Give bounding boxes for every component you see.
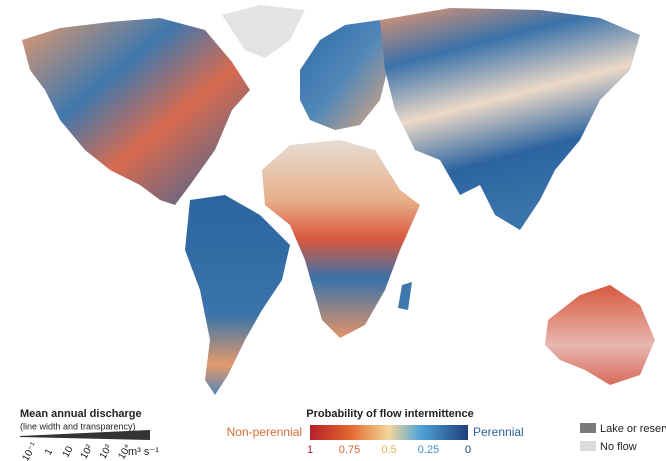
africa — [262, 140, 420, 338]
intermittence-legend: Probability of flow intermittence Non-pe… — [227, 408, 524, 456]
lake-swatch — [580, 423, 596, 433]
continents — [22, 5, 655, 395]
europe — [300, 20, 390, 130]
greenland — [222, 5, 305, 58]
tick-label: 10 — [61, 444, 76, 460]
north-america — [22, 18, 250, 205]
unit-label: m³ s⁻¹ — [128, 446, 159, 458]
legend-subtitle: (line width and transparency) — [20, 421, 136, 431]
tick-label: 0.25 — [418, 444, 439, 456]
legend-item: Lake or reservoir — [600, 423, 666, 435]
tick-label: 1 — [307, 444, 313, 456]
south-america — [185, 195, 290, 395]
tick-label: 0.5 — [381, 444, 396, 456]
asia — [380, 8, 640, 230]
australia — [545, 285, 655, 385]
colorbar — [310, 425, 468, 440]
legend-item: No flow — [600, 441, 637, 453]
tick-label: 0.75 — [339, 444, 360, 456]
tick-label: 10⁻¹ — [20, 440, 40, 461]
legend-title: Mean annual discharge — [20, 408, 142, 420]
tick-label: 10³ — [98, 442, 115, 461]
right-label: Perennial — [473, 425, 524, 439]
tick-label: 10² — [79, 442, 96, 461]
legend-title: Probability of flow intermittence — [306, 408, 473, 420]
discharge-legend: Mean annual discharge (line width and tr… — [20, 408, 159, 461]
noflow-swatch — [580, 441, 596, 451]
madagascar — [398, 282, 412, 310]
tick-label: 1 — [43, 447, 56, 458]
left-label: Non-perennial — [227, 425, 302, 439]
other-legend: Lake or reservoir No flow — [580, 423, 666, 453]
discharge-wedge — [20, 430, 150, 440]
tick-label: 0 — [465, 444, 471, 456]
